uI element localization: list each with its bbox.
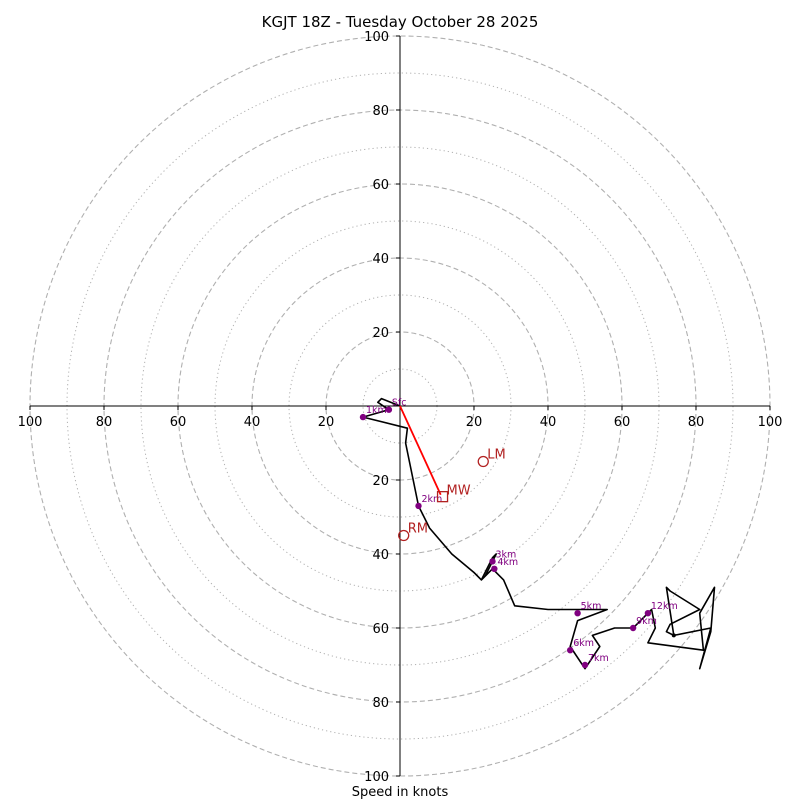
height-marker-9km (629, 624, 637, 632)
height-label-1km: 1km (366, 405, 387, 416)
x-tick-label: 60 (170, 415, 187, 430)
storm-motion-markers: LM RM MW (398, 448, 506, 542)
height-label-5km: 5km (581, 601, 602, 612)
hodograph-trace (362, 397, 716, 670)
x-tick-label: 80 (688, 415, 705, 430)
height-label-12km: 12km (651, 601, 678, 612)
y-tick-label: 20 (372, 474, 389, 489)
y-tick-label: 40 (372, 548, 389, 563)
x-tick-label: 100 (18, 415, 43, 430)
x-axis-label: Speed in knots (352, 785, 449, 800)
height-label-7km: 7km (588, 653, 609, 664)
height-label-4km: 4km (497, 557, 518, 568)
height-label-9km: 9km (636, 616, 657, 627)
storm-lm-marker (477, 455, 489, 468)
height-label-3km: 3km (496, 549, 517, 560)
height-marker-1km (359, 413, 367, 421)
height-marker-sfc (385, 406, 393, 413)
y-tick-label: 100 (364, 770, 389, 785)
storm-mw-label: MW (447, 484, 471, 499)
chart-title: KGJT 18Z - Tuesday October 28 2025 (262, 13, 539, 31)
height-marker-3km (489, 558, 496, 565)
y-tick-label: 60 (372, 622, 389, 637)
height-marker-6km (567, 647, 574, 654)
y-tick-label: 40 (372, 252, 389, 267)
y-tick-label: 80 (372, 696, 389, 711)
trace-end-point (671, 633, 676, 638)
y-tick-label: 20 (372, 326, 389, 341)
y-tick-label: 100 (364, 30, 389, 45)
storm-lm-label: LM (487, 448, 505, 463)
height-marker-4km (491, 565, 498, 572)
x-tick-label: 60 (614, 415, 631, 430)
height-label-2km: 2km (422, 494, 443, 505)
storm-mw-marker (436, 490, 449, 503)
x-tick-label: 20 (466, 415, 483, 430)
height-label-6km: 6km (573, 638, 594, 649)
y-tick-label: 60 (372, 178, 389, 193)
height-marker-7km (581, 661, 589, 669)
x-tick-label: 80 (96, 415, 113, 430)
axis-ticks (29, 35, 771, 777)
x-tick-label: 100 (758, 415, 783, 430)
x-tick-label: 20 (318, 415, 335, 430)
height-marker-5km (574, 610, 581, 617)
axis-tick-labels: 100 80 60 40 20 20 40 60 80 100 100 80 60 40 20 20 40 60 8… (18, 30, 783, 785)
mean-shear-vector (399, 405, 442, 496)
storm-rm-label: RM (408, 522, 428, 537)
storm-rm-marker (398, 529, 410, 542)
height-marker-2km (415, 502, 422, 510)
height-label-sfc: Sfc (392, 398, 407, 409)
y-tick-label: 80 (372, 104, 389, 119)
height-marker-12km (644, 610, 652, 617)
x-tick-label: 40 (540, 415, 557, 430)
x-tick-label: 40 (244, 415, 261, 430)
